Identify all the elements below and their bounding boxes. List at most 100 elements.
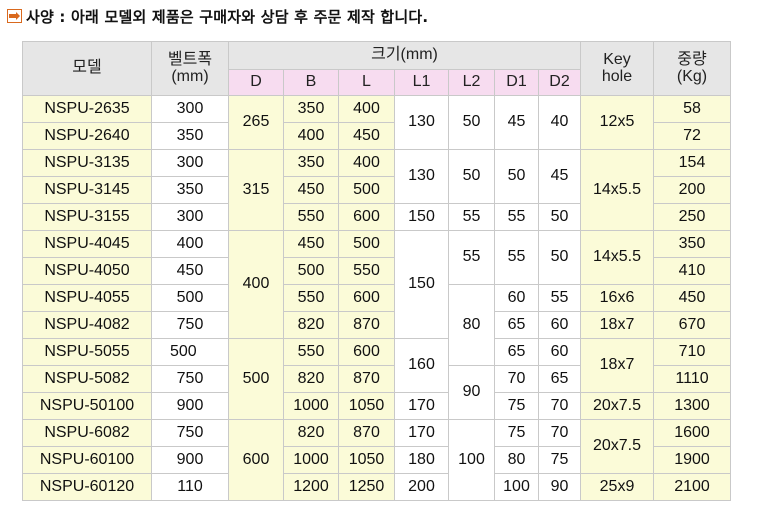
table-row: NSPU-60100 900 1000 1050 180 80 75 1900 bbox=[22, 446, 731, 474]
header-col-d2: D2 bbox=[538, 69, 581, 96]
cell-l: 550 bbox=[338, 257, 395, 285]
cell-l1: 130 bbox=[394, 95, 449, 150]
header-belt-width: 벨트폭 (mm) bbox=[151, 41, 229, 96]
cell-d2: 70 bbox=[538, 419, 581, 447]
cell-b: 500 bbox=[283, 257, 339, 285]
cell-d1: 55 bbox=[494, 230, 539, 285]
cell-b: 1200 bbox=[283, 473, 339, 501]
cell-d1: 50 bbox=[494, 149, 539, 204]
cell-l: 400 bbox=[338, 95, 395, 123]
cell-l: 1050 bbox=[338, 446, 395, 474]
cell-l2: 100 bbox=[448, 419, 495, 501]
cell-l2: 50 bbox=[448, 149, 495, 204]
cell-l2: 55 bbox=[448, 230, 495, 285]
cell-key-hole: 20x7.5 bbox=[580, 392, 654, 420]
table-row: NSPU-4055 500 550 600 80 60 55 16x6 450 bbox=[22, 284, 731, 366]
cell-b: 820 bbox=[283, 311, 339, 339]
cell-l: 1250 bbox=[338, 473, 395, 501]
cell-b: 400 bbox=[283, 122, 339, 150]
cell-key-hole: 25x9 bbox=[580, 473, 654, 501]
cell-belt-width: 500 bbox=[151, 284, 229, 312]
cell-model: NSPU-4082 bbox=[22, 311, 152, 339]
header-col-l2: L2 bbox=[448, 69, 495, 96]
cell-l: 870 bbox=[338, 311, 395, 339]
cell-l: 500 bbox=[338, 230, 395, 258]
cell-key-hole: 16x6 bbox=[580, 284, 654, 312]
cell-l1: 150 bbox=[394, 203, 449, 231]
table-row: NSPU-4045 400 400 450 500 150 55 55 50 1… bbox=[22, 230, 731, 339]
cell-l2: 55 bbox=[448, 203, 495, 231]
cell-key-hole: 20x7.5 bbox=[580, 419, 654, 474]
cell-key-hole: 18x7 bbox=[580, 311, 654, 339]
cell-l1: 130 bbox=[394, 149, 449, 204]
cell-d1: 75 bbox=[494, 419, 539, 447]
cell-belt-width: 750 bbox=[151, 365, 229, 393]
table-row: NSPU-5055 500 500 550 600 160 65 60 18x7… bbox=[22, 338, 731, 420]
spec-title: 사양 : 아래 모델외 제품은 구매자와 상담 후 주문 제작 합니다. bbox=[6, 3, 428, 29]
cell-l2: 90 bbox=[448, 365, 495, 420]
cell-l: 600 bbox=[338, 338, 395, 366]
header-weight-label: 중량 bbox=[677, 50, 707, 68]
header-belt-width-label: 벨트폭 bbox=[167, 50, 213, 68]
table-row: NSPU-5082 750 820 870 90 70 65 1110 bbox=[22, 365, 731, 420]
cell-d1: 65 bbox=[494, 338, 539, 366]
cell-weight: 1600 bbox=[653, 419, 731, 447]
cell-d2: 45 bbox=[538, 149, 581, 204]
table-row: NSPU-3155 300 550 600 150 55 55 50 250 bbox=[22, 203, 731, 231]
table-row: NSPU-2640 350 400 450 72 bbox=[22, 122, 731, 150]
cell-model: NSPU-3145 bbox=[22, 176, 152, 204]
cell-d2: 75 bbox=[538, 446, 581, 474]
cell-weight: 72 bbox=[653, 122, 731, 150]
header-col-l: L bbox=[338, 69, 395, 96]
cell-belt-width: 400 bbox=[151, 230, 229, 258]
cell-d1: 75 bbox=[494, 392, 539, 420]
cell-weight: 710 bbox=[653, 338, 731, 366]
cell-d: 500 bbox=[228, 338, 284, 420]
cell-l: 870 bbox=[338, 419, 395, 447]
cell-weight: 1300 bbox=[653, 392, 731, 420]
cell-weight: 154 bbox=[653, 149, 731, 177]
cell-b: 550 bbox=[283, 203, 339, 231]
cell-belt-width: 900 bbox=[151, 392, 229, 420]
table-row: NSPU-50100 900 1000 1050 170 75 70 20x7.… bbox=[22, 392, 731, 420]
spec-table: 모델 벨트폭 (mm) 크기(mm) Key hole 중량 (Kg) D B … bbox=[22, 41, 731, 501]
cell-l: 600 bbox=[338, 203, 395, 231]
cell-model: NSPU-6082 bbox=[22, 419, 152, 447]
cell-model: NSPU-5082 bbox=[22, 365, 152, 393]
header-size-group: 크기(mm) bbox=[228, 41, 581, 70]
cell-d2: 55 bbox=[538, 284, 581, 312]
header-col-d1: D1 bbox=[494, 69, 539, 96]
cell-belt-width: 750 bbox=[151, 419, 229, 447]
cell-belt-width: 500 bbox=[151, 338, 229, 366]
cell-model: NSPU-3135 bbox=[22, 149, 152, 177]
header-key-hole-line2: hole bbox=[601, 67, 633, 85]
cell-l2: 80 bbox=[448, 284, 495, 366]
cell-d2: 90 bbox=[538, 473, 581, 501]
table-row: NSPU-4082 750 820 870 65 60 18x7 670 bbox=[22, 311, 731, 339]
table-row: NSPU-2635 300 265 350 400 130 50 45 40 1… bbox=[22, 95, 731, 150]
spec-title-text: 사양 : 아래 모델외 제품은 구매자와 상담 후 주문 제작 합니다. bbox=[26, 7, 429, 26]
cell-weight: 1110 bbox=[653, 365, 731, 393]
cell-l: 600 bbox=[338, 284, 395, 312]
cell-belt-width: 750 bbox=[151, 311, 229, 339]
cell-d1: 45 bbox=[494, 95, 539, 150]
table-row: NSPU-6082 750 600 820 870 170 100 75 70 … bbox=[22, 419, 731, 501]
cell-belt-width: 900 bbox=[151, 446, 229, 474]
cell-belt-width: 110 bbox=[151, 473, 229, 501]
cell-weight: 350 bbox=[653, 230, 731, 258]
cell-b: 550 bbox=[283, 284, 339, 312]
cell-b: 450 bbox=[283, 176, 339, 204]
cell-weight: 200 bbox=[653, 176, 731, 204]
cell-weight: 2100 bbox=[653, 473, 731, 501]
cell-l1: 170 bbox=[394, 419, 449, 447]
cell-b: 450 bbox=[283, 230, 339, 258]
cell-weight: 58 bbox=[653, 95, 731, 123]
cell-b: 1000 bbox=[283, 446, 339, 474]
table-row: NSPU-3145 350 450 500 200 bbox=[22, 176, 731, 204]
cell-b: 1000 bbox=[283, 392, 339, 420]
cell-key-hole: 12x5 bbox=[580, 95, 654, 150]
cell-belt-width: 300 bbox=[151, 203, 229, 231]
cell-model: NSPU-4050 bbox=[22, 257, 152, 285]
header-model: 모델 bbox=[22, 41, 152, 96]
header-col-b: B bbox=[283, 69, 339, 96]
